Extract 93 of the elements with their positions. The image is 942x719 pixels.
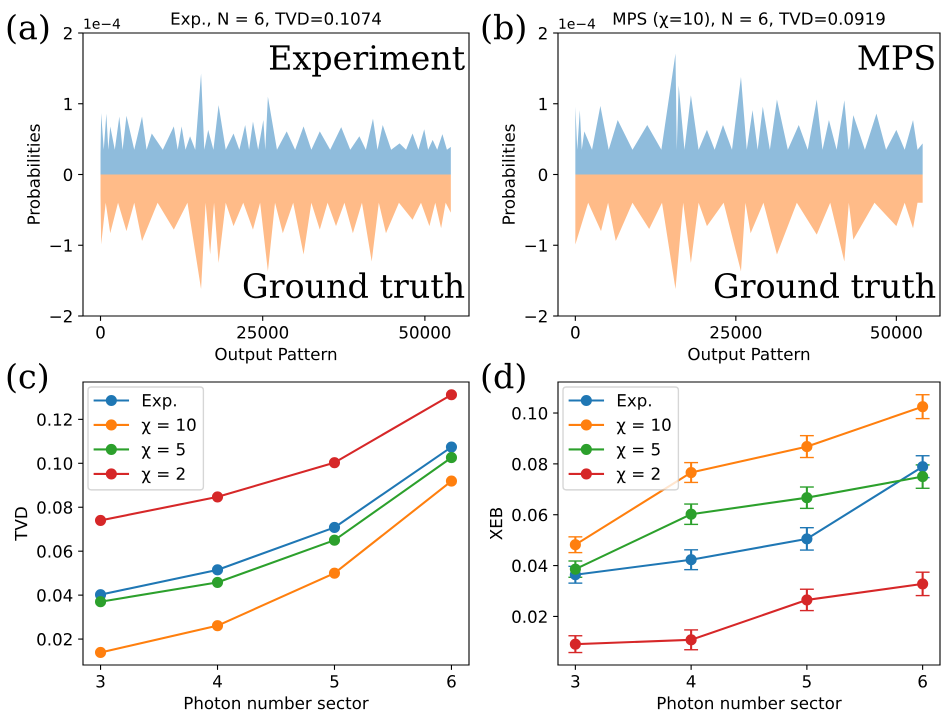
y-tick-label: 1 [64,98,72,110]
y-tick-label: 2 [64,26,72,40]
point [446,389,458,400]
x-tick-label: 3 [96,675,105,688]
point [686,554,697,566]
y-tick-label: 0.04 [512,560,548,572]
annotation: Ground truth [714,272,936,298]
point [212,491,224,502]
annotation: MPS [858,44,934,70]
y-tick-label: 0.10 [512,406,548,420]
legend-label: χ = 10 [142,418,196,434]
x-axis-title: Photon number sector [184,696,369,710]
annotation: Experiment [270,45,465,77]
point [570,564,581,575]
y-axis-title: Probabilities [27,124,40,224]
y-tick-label: 0.02 [37,633,72,646]
point [328,568,340,579]
legend-label: Exp. [142,394,176,410]
point [212,620,224,632]
point [917,461,928,472]
chart-title: Exp., N = 6, TVD=0.1074 [172,12,381,28]
y-tick-label: 0 [64,168,72,182]
point [446,476,458,487]
y-tick-label: −1 [525,239,547,252]
legend-label: χ = 10 [616,418,671,434]
x-tick-label: 4 [686,675,696,688]
point [212,576,224,588]
x-tick-label: 25000 [237,326,288,339]
point [94,596,106,608]
point [801,533,812,544]
legend-label: χ = 2 [616,467,660,484]
legend-label: χ = 2 [142,467,184,484]
y-tick-label: 0.02 [512,610,547,624]
y-tick-label: 0.06 [512,508,548,522]
text: (a) [8,14,48,44]
point [570,539,581,550]
point [446,452,458,464]
point [917,401,928,412]
y-tick-label: −2 [50,310,72,322]
point [328,522,340,534]
annotation: Ground truth [244,272,464,298]
x-tick-label: 6 [918,675,927,688]
y-tick-label: 0.04 [37,589,72,602]
legend-label: χ = 5 [142,443,185,459]
text: (b) [482,14,525,44]
point [917,578,928,590]
y-tick-label: 2 [538,26,547,40]
point [446,441,458,453]
x-tick-label: 5 [330,675,338,688]
text: 1e−4 [560,18,596,29]
x-tick-label: 4 [213,675,222,688]
point [212,564,224,576]
point [686,508,697,520]
point [94,646,106,658]
y-tick-label: 0.08 [512,458,548,470]
y-tick-label: 0 [538,168,548,182]
x-tick-label: 3 [571,675,580,688]
y-tick-label: 0.10 [37,457,72,470]
point [328,534,340,546]
x-tick-label: 25000 [710,326,762,339]
y-tick-label: 0.06 [37,545,72,558]
y-tick-label: −2 [525,310,547,322]
x-axis-title: Photon number sector [658,696,842,710]
x-tick-label: 50000 [400,326,450,339]
text: 1e−4 [84,18,120,29]
x-tick-label: 0 [571,326,580,339]
point [917,471,928,482]
x-tick-label: 0 [96,326,105,339]
y-tick-label: −1 [50,239,72,252]
legend-label: Exp. [618,394,651,410]
y-tick-label: 0.08 [37,501,72,514]
text: (c) [8,362,48,394]
y-tick-label: 1 [540,98,547,110]
x-tick-label: 50000 [871,326,922,339]
point [686,634,697,646]
point [801,594,812,606]
x-axis-title: Output Pattern [215,348,336,364]
chart-title: MPS (χ=10), N = 6, TVD=0.0919 [614,12,885,28]
point [94,514,106,526]
text: (d) [482,362,525,394]
x-tick-label: 5 [802,675,811,688]
y-axis-title: TVD [14,507,28,541]
x-axis-title: Output Pattern [688,348,810,364]
y-axis-title: Probabilities [502,124,515,224]
y-tick-label: 0.12 [37,413,72,426]
legend-label: χ = 5 [616,443,660,459]
point [801,492,812,504]
x-tick-label: 6 [447,675,456,688]
y-axis-title: XEB [490,508,502,540]
point [686,466,697,478]
point [570,638,581,650]
point [801,441,812,452]
point [328,457,340,468]
